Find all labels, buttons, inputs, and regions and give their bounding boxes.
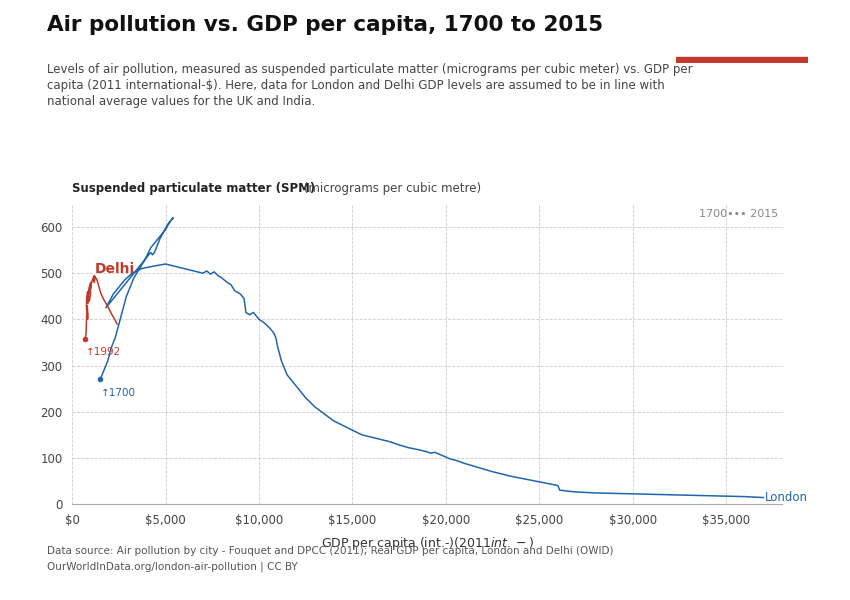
Text: Air pollution vs. GDP per capita, 1700 to 2015: Air pollution vs. GDP per capita, 1700 t… (47, 15, 603, 35)
Text: Levels of air pollution, measured as suspended particulate matter (micrograms pe: Levels of air pollution, measured as sus… (47, 63, 693, 76)
Bar (676, 57, 807, 63)
Text: Our World: Our World (711, 25, 772, 35)
Text: (micrograms per cubic metre): (micrograms per cubic metre) (300, 182, 481, 195)
Text: national average values for the UK and India.: national average values for the UK and I… (47, 95, 315, 109)
Text: in Data: in Data (720, 43, 763, 53)
Text: ↑1992: ↑1992 (86, 347, 121, 357)
Text: Data source: Air pollution by city - Fouquet and DPCC (2011); Real GDP per capit: Data source: Air pollution by city - Fou… (47, 546, 613, 556)
Text: Suspended particulate matter (SPM): Suspended particulate matter (SPM) (72, 182, 315, 195)
Text: London: London (765, 491, 808, 504)
Text: OurWorldInData.org/london-air-pollution | CC BY: OurWorldInData.org/london-air-pollution … (47, 561, 298, 571)
Text: capita (2011 international-$). Here, data for London and Delhi GDP levels are as: capita (2011 international-$). Here, dat… (47, 79, 665, 92)
X-axis label: GDP per capita (int.-$) (2011 int.-$): GDP per capita (int.-$) (2011 int.-$) (320, 535, 534, 552)
Text: ↑1700: ↑1700 (101, 388, 136, 398)
Text: 1700••• 2015: 1700••• 2015 (699, 209, 779, 218)
Text: Delhi: Delhi (95, 262, 135, 276)
